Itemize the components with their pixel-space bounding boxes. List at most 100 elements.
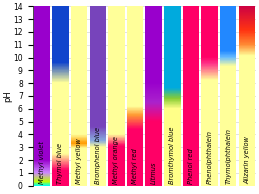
- Bar: [34, 80, 50, 81]
- Bar: [146, 64, 162, 65]
- Bar: [34, 98, 50, 99]
- Bar: [71, 145, 87, 146]
- Bar: [239, 181, 255, 182]
- Bar: [108, 11, 125, 12]
- Bar: [220, 74, 236, 75]
- Bar: [52, 137, 69, 138]
- Bar: [108, 104, 125, 105]
- Bar: [220, 110, 236, 111]
- Bar: [108, 149, 125, 150]
- Bar: [90, 19, 106, 20]
- Bar: [146, 134, 162, 135]
- Bar: [127, 179, 143, 180]
- Bar: [71, 148, 87, 149]
- Bar: [220, 85, 236, 86]
- Bar: [239, 180, 255, 181]
- Bar: [90, 5, 106, 6]
- Bar: [183, 185, 199, 186]
- Bar: [52, 134, 69, 135]
- Bar: [146, 88, 162, 89]
- Bar: [146, 40, 162, 41]
- Bar: [108, 167, 125, 168]
- Bar: [71, 182, 87, 183]
- Bar: [146, 50, 162, 51]
- Bar: [183, 63, 199, 64]
- Bar: [183, 140, 199, 141]
- Bar: [108, 177, 125, 178]
- Bar: [108, 179, 125, 180]
- Bar: [34, 12, 50, 13]
- Bar: [146, 137, 162, 138]
- Bar: [220, 146, 236, 147]
- Bar: [90, 12, 106, 13]
- Bar: [239, 110, 255, 111]
- Bar: [52, 100, 69, 101]
- Bar: [108, 115, 125, 116]
- Bar: [183, 142, 199, 143]
- Bar: [108, 101, 125, 102]
- Bar: [239, 37, 255, 38]
- Bar: [202, 72, 218, 73]
- Bar: [220, 71, 236, 72]
- Bar: [239, 20, 255, 21]
- Bar: [202, 146, 218, 147]
- Bar: [108, 132, 125, 133]
- Bar: [164, 44, 181, 45]
- Bar: [127, 104, 143, 105]
- Bar: [127, 129, 143, 130]
- Bar: [71, 28, 87, 29]
- Bar: [127, 132, 143, 133]
- Bar: [71, 38, 87, 39]
- Bar: [52, 173, 69, 174]
- Bar: [164, 17, 181, 18]
- Bar: [34, 170, 50, 171]
- Bar: [34, 169, 50, 170]
- Bar: [202, 83, 218, 84]
- Bar: [239, 16, 255, 17]
- Bar: [108, 92, 125, 93]
- Bar: [34, 7, 50, 8]
- Bar: [90, 158, 106, 159]
- Bar: [52, 26, 69, 27]
- Bar: [164, 170, 181, 171]
- Bar: [146, 146, 162, 147]
- Bar: [71, 125, 87, 126]
- Bar: [183, 140, 199, 141]
- Bar: [202, 64, 218, 65]
- Bar: [127, 162, 143, 163]
- Bar: [34, 164, 50, 165]
- Bar: [164, 50, 181, 51]
- Bar: [239, 86, 255, 87]
- Bar: [34, 125, 50, 126]
- Bar: [202, 143, 218, 144]
- Bar: [71, 103, 87, 104]
- Bar: [239, 27, 255, 28]
- Bar: [52, 36, 69, 37]
- Bar: [164, 47, 181, 48]
- Bar: [127, 56, 143, 57]
- Bar: [239, 52, 255, 53]
- Bar: [220, 26, 236, 27]
- Bar: [146, 138, 162, 139]
- Bar: [183, 149, 199, 150]
- Bar: [164, 175, 181, 176]
- Bar: [183, 118, 199, 119]
- Bar: [183, 181, 199, 182]
- Bar: [220, 98, 236, 99]
- Bar: [202, 167, 218, 168]
- Bar: [34, 104, 50, 105]
- Bar: [34, 50, 50, 51]
- Bar: [108, 121, 125, 122]
- Bar: [146, 56, 162, 57]
- Bar: [52, 35, 69, 36]
- Bar: [108, 89, 125, 90]
- Bar: [127, 28, 143, 29]
- Bar: [52, 44, 69, 45]
- Bar: [220, 17, 236, 18]
- Bar: [164, 159, 181, 160]
- Bar: [164, 30, 181, 31]
- Bar: [239, 166, 255, 167]
- Bar: [108, 167, 125, 168]
- Bar: [183, 163, 199, 164]
- Bar: [34, 102, 50, 103]
